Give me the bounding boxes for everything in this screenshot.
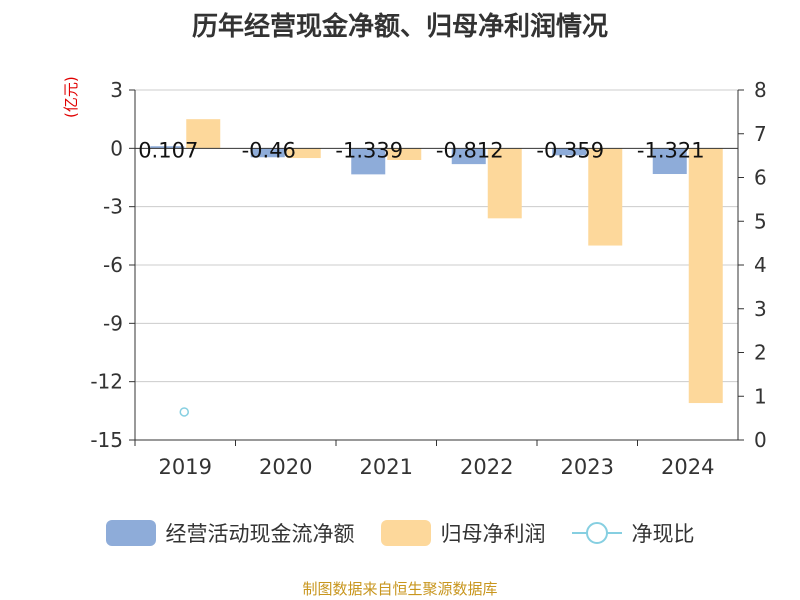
- data-label-cashflow: -1.321: [637, 138, 705, 162]
- x-tick-label: 2024: [661, 455, 714, 479]
- legend-label-net-profit: 归母净利润: [440, 522, 546, 546]
- y-right-tick-label: 7: [754, 122, 767, 146]
- y-right-tick-label: 8: [754, 78, 767, 102]
- data-label-cashflow: -0.359: [536, 138, 604, 162]
- y-right-tick-label: 1: [754, 384, 767, 408]
- y-right-tick-label: 0: [754, 428, 767, 452]
- y-left-tick-label: 3: [110, 78, 123, 102]
- y-right-tick-label: 2: [754, 341, 767, 365]
- bar-net-profit: [588, 148, 623, 246]
- data-label-cashflow: -0.46: [242, 138, 296, 162]
- y-left-tick-label: -9: [103, 311, 123, 335]
- bar-net-profit: [286, 148, 321, 159]
- legend-label-cashflow: 经营活动现金流净额: [165, 522, 355, 546]
- bar-cashflow: [451, 148, 486, 165]
- data-label-cashflow: -0.812: [436, 138, 504, 162]
- data-label-cashflow: 0.107: [138, 138, 198, 162]
- legend-swatch-cash-ratio: [571, 520, 622, 546]
- chart-title: 历年经营现金净额、归母净利润情况: [191, 12, 608, 42]
- y-left-tick-label: -3: [103, 195, 123, 219]
- legend-item-cashflow[interactable]: 经营活动现金流净额: [105, 518, 355, 548]
- y-right-tick-label: 5: [754, 209, 767, 233]
- x-tick-label: 2020: [259, 455, 312, 479]
- y-left-tick-label: -12: [90, 370, 123, 394]
- point-cash-ratio: [179, 407, 189, 417]
- x-tick-label: 2021: [360, 455, 413, 479]
- data-label-cashflow: -1.339: [335, 138, 403, 162]
- data-source-note: 制图数据来自恒生聚源数据库: [302, 580, 498, 598]
- bar-net-profit: [186, 119, 221, 149]
- y-left-tick-label: -15: [90, 428, 123, 452]
- y-right-tick-label: 3: [754, 297, 767, 321]
- y-right-tick-label: 6: [754, 166, 767, 190]
- y-left-tick-label: 0: [110, 136, 123, 160]
- bar-net-profit: [688, 148, 723, 404]
- bar-cashflow: [150, 146, 185, 149]
- x-tick-label: 2019: [159, 455, 212, 479]
- legend: 经营活动现金流净额 归母净利润 净现比: [0, 518, 800, 548]
- y-right-tick-label: 4: [754, 253, 767, 277]
- x-tick-label: 2022: [460, 455, 513, 479]
- bar-net-profit: [487, 148, 522, 219]
- legend-swatch-cashflow: [105, 520, 156, 546]
- bar-cashflow: [652, 148, 687, 175]
- legend-item-net-profit[interactable]: 归母净利润: [380, 518, 546, 548]
- legend-swatch-net-profit: [380, 520, 431, 546]
- bar-cashflow: [250, 148, 285, 158]
- bar-cashflow: [552, 148, 587, 156]
- bar-cashflow: [351, 148, 386, 175]
- legend-item-cash-ratio[interactable]: 净现比: [571, 518, 695, 548]
- y-left-tick-label: -6: [103, 253, 123, 277]
- x-tick-label: 2023: [561, 455, 614, 479]
- legend-label-cash-ratio: 净现比: [631, 522, 695, 546]
- bar-net-profit: [387, 148, 422, 160]
